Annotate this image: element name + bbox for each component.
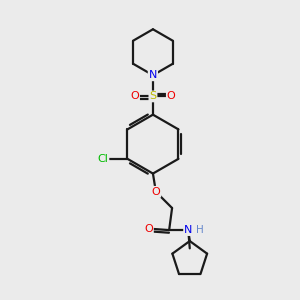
Text: Cl: Cl	[98, 154, 108, 164]
Text: O: O	[167, 92, 176, 101]
Text: S: S	[149, 92, 157, 101]
Text: H: H	[196, 225, 203, 235]
Text: N: N	[149, 70, 157, 80]
Text: N: N	[149, 70, 157, 80]
Text: O: O	[152, 187, 160, 197]
Text: O: O	[130, 92, 139, 101]
Text: O: O	[144, 224, 153, 234]
Text: N: N	[184, 225, 193, 235]
